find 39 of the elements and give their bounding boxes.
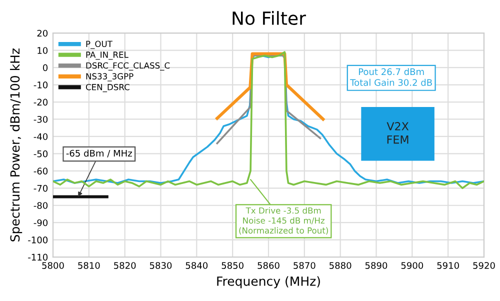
x-axis-title: Frequency (MHz) (217, 276, 320, 288)
x-tick-label: 5860 (258, 262, 280, 269)
y-tick-label: -110 (28, 254, 48, 261)
y-tick-label: 0 (42, 64, 48, 72)
y-tick-label: -80 (34, 202, 48, 209)
legend-label: CEN_DSRC (86, 84, 130, 92)
x-tick-label: 5800 (42, 262, 64, 269)
y-tick-label: -100 (28, 236, 48, 244)
legend-label: NS33_3GPP (86, 73, 134, 82)
y-tick-label: -40 (34, 133, 48, 140)
legend-label: PA_IN_REL (86, 52, 128, 60)
x-tick-label: 5830 (150, 262, 172, 269)
annotation: V2X FEM (386, 122, 409, 144)
x-tick-label: 5910 (437, 262, 459, 269)
y-tick-label: -10 (34, 82, 48, 88)
x-tick-label: 5870 (294, 262, 316, 269)
annotation: Tx Drive -3.5 dBm Noise -145 dB m/Hz (Normazlized to Pout) (239, 207, 328, 235)
x-tick-label: 5840 (186, 262, 208, 269)
y-tick-label: -20 (34, 98, 48, 106)
annotation: Pout 26.7 dBm Total Gain 30.2 dB (350, 68, 432, 86)
x-tick-label: 5880 (330, 262, 352, 269)
y-tick-label: 20 (37, 30, 48, 37)
y-tick-label: -90 (34, 219, 48, 226)
x-tick-label: 5810 (78, 262, 100, 269)
legend-label: DSRC_FCC_CLASS_C (86, 62, 170, 70)
x-tick-label: 5920 (473, 262, 495, 269)
x-tick-label: 5890 (365, 262, 388, 269)
y-axis-title: Spectrum Power, dBm/100 kHz (10, 48, 22, 242)
x-tick-label: 5850 (222, 262, 244, 269)
x-tick-label: 5900 (401, 262, 424, 269)
y-tick-label: -70 (34, 184, 48, 192)
y-tick-label: -50 (34, 150, 48, 158)
chart-title: No Filter (232, 11, 306, 26)
legend-label: P_OUT (86, 40, 112, 49)
y-tick-label: -60 (34, 168, 48, 174)
y-tick-label: 10 (38, 47, 48, 54)
annotation: -65 dBm / MHz (66, 150, 132, 158)
x-tick-label: 5820 (114, 262, 136, 269)
y-tick-label: -30 (34, 116, 48, 123)
